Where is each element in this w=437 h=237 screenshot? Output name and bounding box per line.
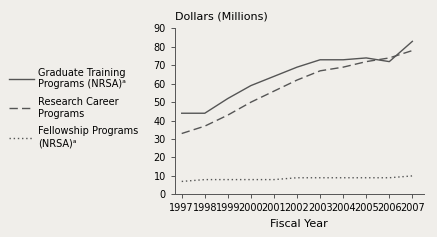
X-axis label: Fiscal Year: Fiscal Year (271, 219, 328, 229)
Text: Dollars (Millions): Dollars (Millions) (175, 12, 267, 22)
Legend: Graduate Training
Programs (NRSA)ᵃ, Research Career
Programs, Fellowship Program: Graduate Training Programs (NRSA)ᵃ, Rese… (9, 68, 139, 148)
